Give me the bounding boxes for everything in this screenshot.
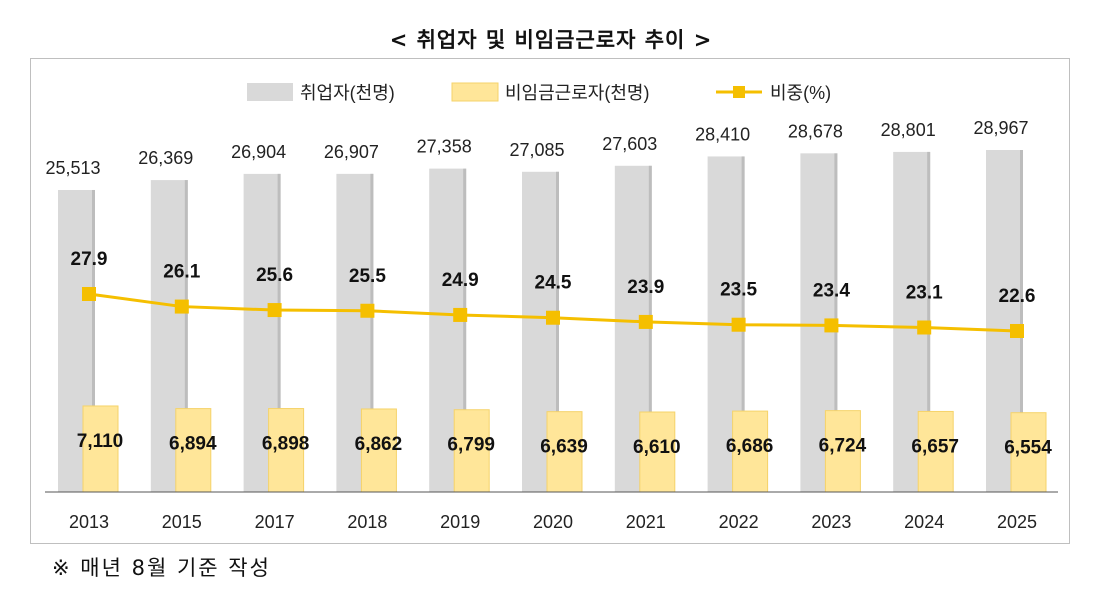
bar-employed-shadow: [1020, 149, 1023, 492]
marker-ratio: [731, 317, 746, 332]
label-nonwage: 6,686: [726, 436, 774, 457]
bar-employed-shadow: [370, 173, 374, 492]
label-employed: 27,085: [509, 140, 564, 160]
x-tick-label: 2024: [904, 512, 944, 532]
label-nonwage: 6,862: [355, 434, 403, 455]
x-tick-label: 2019: [440, 512, 480, 532]
label-nonwage: 6,554: [1004, 438, 1052, 459]
label-employed: 28,801: [881, 120, 936, 140]
footnote: ※ 매년 8월 기준 작성: [52, 556, 271, 580]
legend-marker-ratio: [733, 86, 745, 98]
label-nonwage: 7,110: [77, 431, 124, 452]
bar-employed-shadow: [184, 180, 188, 492]
label-nonwage: 6,610: [633, 437, 681, 458]
label-ratio: 23.5: [720, 280, 757, 301]
marker-ratio: [824, 318, 839, 333]
label-nonwage: 6,799: [447, 435, 495, 456]
bar-nonwage: [917, 410, 954, 493]
bar-employed-shadow: [556, 171, 559, 492]
label-ratio: 26.1: [163, 262, 200, 283]
label-employed: 28,678: [788, 121, 843, 141]
label-employed: 27,603: [602, 134, 657, 154]
label-nonwage: 6,639: [540, 437, 588, 458]
label-ratio: 27.9: [71, 249, 108, 270]
marker-ratio: [1010, 323, 1024, 338]
x-tick-label: 2021: [626, 512, 666, 532]
bar-nonwage: [268, 408, 305, 493]
bar-nonwage: [639, 411, 676, 493]
x-tick-label: 2025: [997, 512, 1037, 532]
label-employed: 25,513: [45, 158, 100, 178]
marker-ratio: [638, 314, 653, 329]
chart-title: < 취업자 및 비임금근로자 추이 >: [389, 28, 713, 52]
bar-nonwage: [453, 409, 490, 493]
label-ratio: 22.6: [999, 286, 1036, 307]
bar-employed-shadow: [463, 168, 467, 493]
bar-nonwage: [360, 408, 397, 493]
label-employed: 28,967: [973, 118, 1028, 138]
label-nonwage: 6,657: [911, 436, 959, 457]
marker-ratio: [453, 307, 468, 322]
bar-nonwage: [546, 411, 583, 493]
label-ratio: 24.9: [442, 270, 479, 291]
label-ratio: 25.6: [256, 265, 293, 286]
bar-nonwage: [824, 410, 861, 493]
label-employed: 26,907: [324, 142, 379, 162]
label-employed: 26,904: [231, 142, 286, 162]
legend-swatch-employed: [247, 83, 293, 101]
bar-employed-shadow: [277, 173, 281, 493]
bar-nonwage: [175, 408, 212, 493]
label-employed: 27,358: [417, 137, 472, 157]
x-tick-label: 2013: [69, 512, 109, 532]
bar-employed-shadow: [92, 189, 95, 493]
x-tick-label: 2023: [811, 512, 851, 532]
marker-ratio: [917, 320, 932, 335]
bar-nonwage: [732, 410, 769, 493]
label-nonwage: 6,724: [819, 436, 867, 457]
label-employed: 28,410: [695, 124, 750, 144]
x-tick-label: 2015: [162, 512, 202, 532]
x-tick-label: 2017: [255, 512, 295, 532]
label-employed: 26,369: [138, 148, 193, 168]
x-tick-label: 2022: [719, 512, 759, 532]
legend-label-nonwage: 비임금근로자(천명): [505, 83, 649, 103]
bar-nonwage: [82, 405, 119, 493]
legend-label-employed: 취업자(천명): [300, 83, 395, 103]
bar-nonwage: [1010, 412, 1047, 493]
label-nonwage: 6,898: [262, 434, 310, 455]
marker-ratio: [267, 303, 282, 318]
label-ratio: 25.5: [349, 266, 386, 287]
marker-ratio: [546, 310, 560, 325]
label-nonwage: 6,894: [169, 434, 217, 455]
marker-ratio: [360, 303, 375, 318]
label-ratio: 23.4: [813, 280, 850, 301]
x-tick-label: 2018: [347, 512, 387, 532]
legend-swatch-nonwage: [451, 82, 499, 102]
label-ratio: 24.5: [535, 273, 572, 294]
chart-frame: [30, 58, 1070, 544]
label-ratio: 23.1: [906, 283, 943, 304]
legend-label-ratio: 비중(%): [770, 83, 831, 103]
marker-ratio: [174, 299, 189, 314]
x-tick-label: 2020: [533, 512, 573, 532]
label-ratio: 23.9: [627, 277, 664, 298]
marker-ratio: [82, 287, 96, 301]
